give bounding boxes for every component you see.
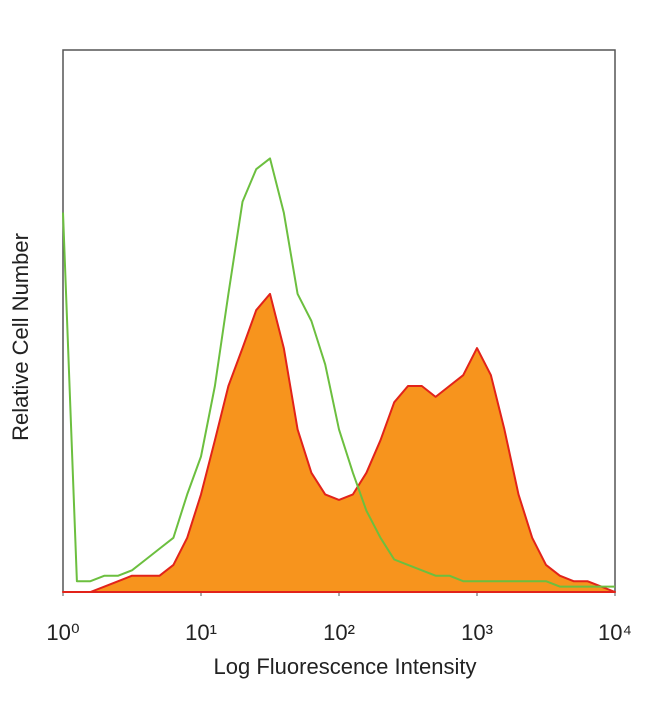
outline-histogram	[62, 157, 615, 588]
x-tick-label: 10³	[461, 620, 493, 645]
x-tick-label: 10⁰	[46, 620, 79, 645]
x-tick-label: 10¹	[185, 620, 217, 645]
x-tick-label: 10⁴	[598, 620, 632, 645]
y-axis-label: Relative Cell Number	[8, 233, 33, 441]
filled-histogram	[62, 292, 616, 593]
x-tick-label: 10²	[323, 620, 355, 645]
x-axis-label: Log Fluorescence Intensity	[214, 654, 477, 679]
